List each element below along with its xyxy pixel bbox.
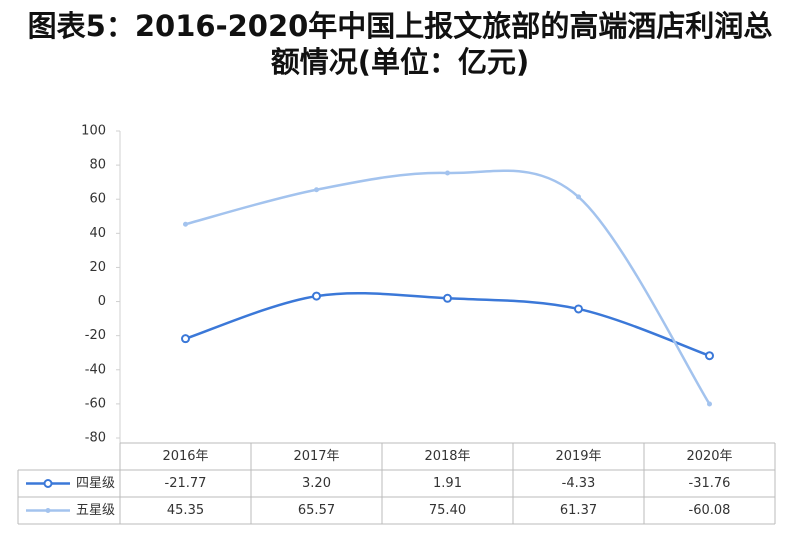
y-tick-label: -80 [85,431,106,446]
table-value: 75.40 [429,503,466,518]
chart-title: 图表5：2016-2020年中国上报文旅部的高端酒店利润总额情况(单位：亿元) [27,9,773,79]
marker [443,293,452,303]
x-tick-label: 2016年 [162,449,208,464]
table-value: -4.33 [562,476,596,491]
table-value: -21.77 [165,476,207,491]
legend-label: 四星级 [76,476,115,491]
table-value: 45.35 [167,503,204,518]
table-value: 1.91 [433,476,462,491]
legend-marker [43,479,53,488]
table-value: 61.37 [560,503,597,518]
y-tick-label: -60 [85,396,106,411]
marker [181,334,190,344]
table-value: 65.57 [298,503,335,518]
table-value: -31.76 [689,476,731,491]
marker [183,221,188,227]
y-tick-label: 60 [89,192,106,207]
y-tick-label: 40 [89,226,106,241]
y-tick-label: 20 [89,260,106,275]
x-tick-label: 2017年 [293,449,339,464]
marker [574,304,583,314]
marker [576,194,581,200]
y-tick-label: 0 [98,294,106,309]
marker [312,291,321,301]
table-value: 3.20 [302,476,331,491]
legend-marker [45,508,51,513]
marker [314,187,319,193]
y-tick-label: 80 [89,158,106,173]
marker [445,170,450,176]
x-tick-label: 2020年 [686,449,732,464]
marker [705,351,714,361]
series-line [185,169,711,405]
y-tick-label: 100 [81,124,106,139]
marker [707,401,712,407]
x-tick-label: 2018年 [424,449,470,464]
legend-label: 五星级 [76,503,115,518]
y-tick-label: -40 [85,362,106,377]
x-tick-label: 2019年 [555,449,601,464]
y-tick-label: -20 [85,328,106,343]
table-value: -60.08 [689,503,731,518]
